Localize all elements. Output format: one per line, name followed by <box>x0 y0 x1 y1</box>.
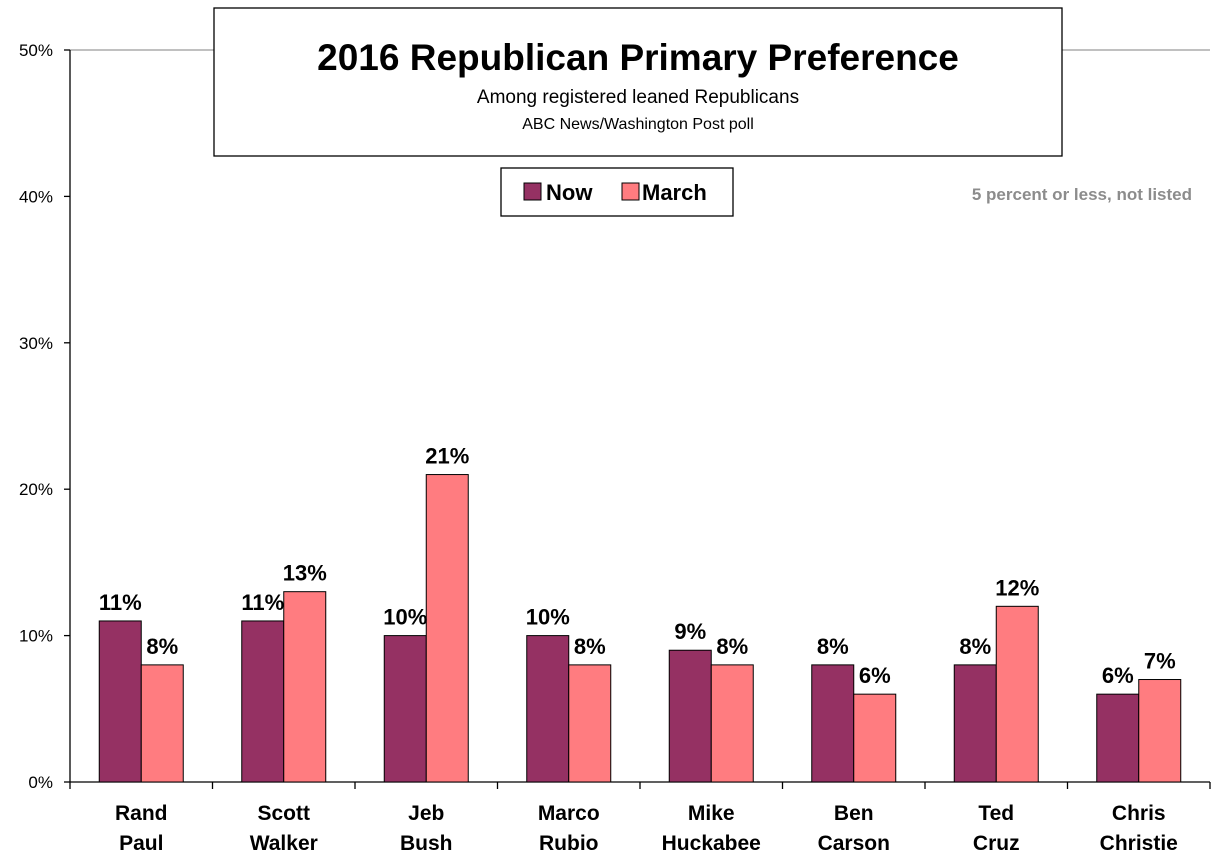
x-category-label: Walker <box>250 832 318 852</box>
bar-march-1 <box>283 591 327 783</box>
bar-now-4 <box>668 649 712 783</box>
y-tick-label: 30% <box>19 334 53 353</box>
y-tick-label: 10% <box>19 627 53 646</box>
title-box: 2016 Republican Primary Preference Among… <box>213 7 1063 157</box>
legend: Now March <box>500 167 734 217</box>
bar-march-6 <box>995 605 1039 783</box>
data-label-march: 21% <box>425 444 469 469</box>
legend-label-march: March <box>642 180 707 205</box>
bar-march-7 <box>1138 679 1182 783</box>
y-tick-label: 40% <box>19 187 53 206</box>
x-category-label: Jeb <box>408 802 444 825</box>
data-label-march: 6% <box>859 663 891 688</box>
data-label-now: 8% <box>817 634 849 659</box>
bar-now-7 <box>1096 693 1140 783</box>
data-label-march: 8% <box>574 634 606 659</box>
x-category-label: Marco <box>538 802 600 825</box>
x-category-label: Carson <box>818 832 890 852</box>
chart-note: 5 percent or less, not listed <box>972 185 1192 204</box>
bar-now-6 <box>953 664 997 783</box>
bar-now-2 <box>383 635 427 783</box>
bar-march-0 <box>140 664 184 783</box>
data-label-now: 10% <box>526 605 570 630</box>
legend-label-now: Now <box>546 180 593 205</box>
bar-now-3 <box>526 635 570 783</box>
y-tick-label: 0% <box>28 773 53 792</box>
data-label-now: 11% <box>241 590 284 615</box>
data-label-now: 6% <box>1102 663 1134 688</box>
data-label-march: 8% <box>146 634 178 659</box>
data-label-march: 8% <box>716 634 748 659</box>
data-label-now: 11% <box>99 590 142 615</box>
chart-source: ABC News/Washington Post poll <box>522 116 754 133</box>
data-label-march: 7% <box>1144 649 1176 674</box>
bars-layer <box>98 474 1182 783</box>
bar-now-0 <box>98 620 142 783</box>
x-category-label: Ted <box>978 802 1014 825</box>
legend-swatch-march <box>621 182 640 201</box>
data-label-now: 9% <box>674 619 706 644</box>
bar-now-5 <box>811 664 855 783</box>
data-label-now: 10% <box>383 605 427 630</box>
data-label-march: 13% <box>283 561 327 586</box>
x-category-label: Scott <box>258 802 311 825</box>
data-label-march: 12% <box>995 575 1039 600</box>
x-category-label: Chris <box>1112 802 1166 825</box>
labels-layer: 11%8%RandPaul11%13%ScottWalker10%21%JebB… <box>99 444 1178 852</box>
y-tick-label: 20% <box>19 480 53 499</box>
data-label-now: 8% <box>959 634 991 659</box>
bar-march-4 <box>710 664 754 783</box>
x-category-label: Ben <box>834 802 874 825</box>
x-category-label: Rubio <box>539 832 598 852</box>
x-category-label: Bush <box>400 832 453 852</box>
bar-march-3 <box>568 664 612 783</box>
x-category-label: Cruz <box>973 832 1020 852</box>
bar-march-2 <box>425 474 469 783</box>
x-category-label: Huckabee <box>662 832 761 852</box>
x-category-label: Paul <box>119 832 163 852</box>
x-category-label: Christie <box>1100 832 1178 852</box>
legend-swatch-now <box>523 182 542 201</box>
bar-now-1 <box>241 620 285 783</box>
chart-title: 2016 Republican Primary Preference <box>317 37 959 78</box>
y-tick-label: 50% <box>19 41 53 60</box>
bar-march-5 <box>853 693 897 783</box>
x-category-label: Mike <box>688 802 735 825</box>
x-category-label: Rand <box>115 802 168 825</box>
chart-subtitle: Among registered leaned Republicans <box>477 87 799 108</box>
